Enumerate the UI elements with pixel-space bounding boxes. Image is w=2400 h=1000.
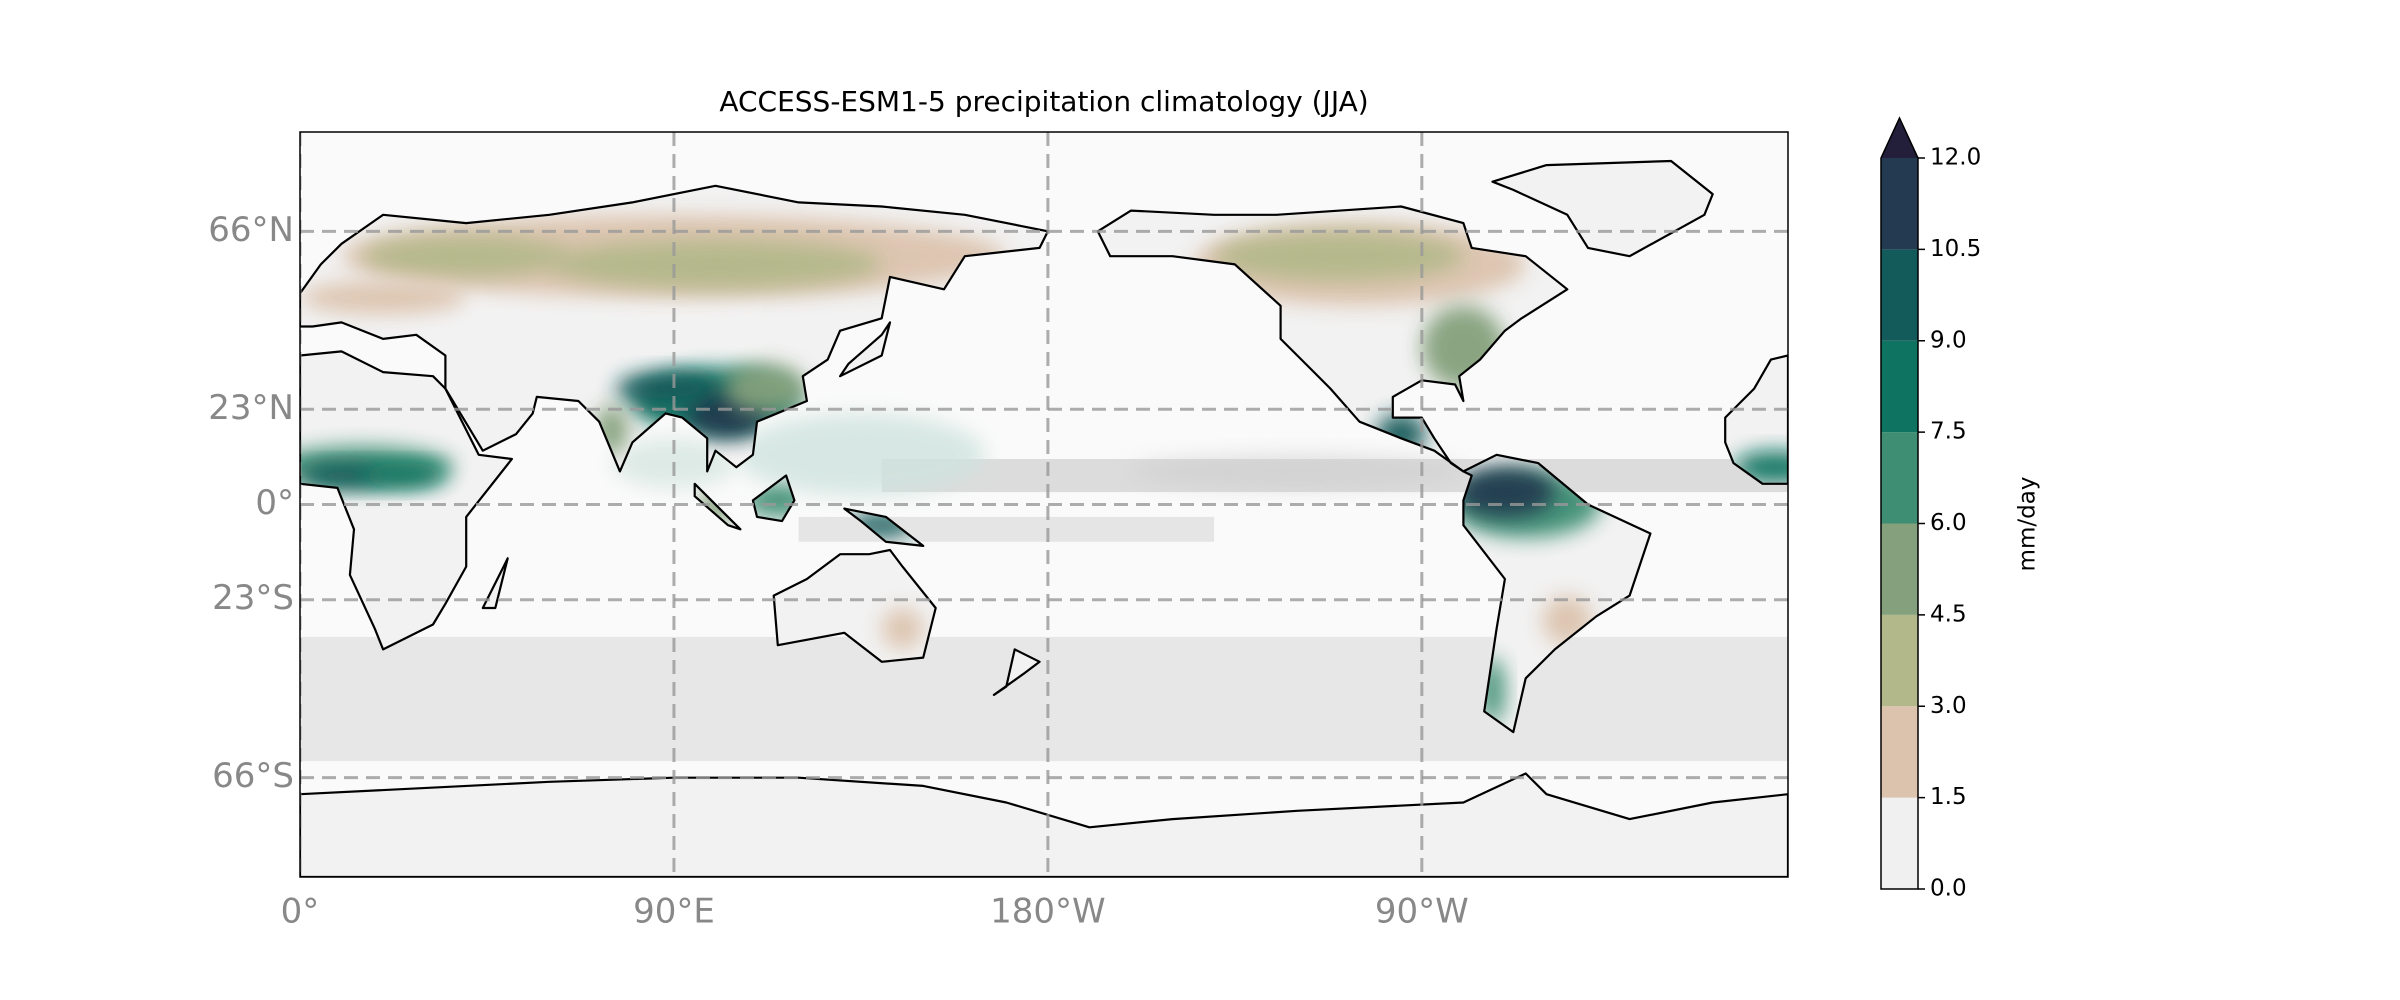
ocean-precipitation — [300, 413, 1788, 762]
precip-blob — [723, 363, 807, 414]
coastline — [992, 648, 1041, 697]
map-area — [300, 132, 1788, 877]
coastline — [838, 321, 892, 378]
land-area — [300, 773, 1788, 877]
y-tick-label: 66°N — [208, 210, 294, 250]
precip-blob — [549, 239, 882, 290]
coastline — [772, 548, 937, 663]
colorbar-segment — [1881, 614, 1918, 707]
colorbar-tick-label: 7.5 — [1930, 419, 1967, 445]
coastline — [1462, 453, 1652, 734]
colorbar: 0.0 1.5 3.0 4.5 6.0 7.5 9.0 10.5 12.0 — [1880, 116, 1981, 902]
coastline — [693, 482, 742, 531]
colorbar-segment — [1881, 797, 1918, 889]
colorbar-segment — [1881, 432, 1918, 524]
precip-blob — [1733, 450, 1788, 484]
precip-blob — [881, 607, 924, 650]
x-tick-label: 90°E — [633, 892, 715, 932]
tick-labels: 0° 90°E 180°W 90°W 66°N 23°N 0° 23°S 66°S — [208, 210, 1468, 932]
colorbar-extend — [1881, 118, 1918, 158]
coastline — [300, 350, 513, 651]
colorbar-tick-label: 1.5 — [1930, 784, 1967, 810]
coastline — [481, 557, 509, 610]
precip-blob — [736, 413, 986, 497]
y-tick-label: 23°N — [208, 388, 294, 428]
precip-blob — [362, 235, 571, 277]
colorbar-segment — [1881, 340, 1918, 433]
colorbar-segment — [1881, 158, 1918, 250]
precip-blob — [1214, 231, 1464, 281]
axes-frame — [299, 131, 1789, 878]
colorbar-tick-label: 0.0 — [1930, 876, 1967, 902]
x-tick-label: 180°W — [990, 892, 1106, 932]
y-tick-label: 23°S — [212, 578, 294, 618]
coastlines — [300, 159, 1788, 877]
colorbar-tick-label: 9.0 — [1930, 327, 1967, 353]
gridlines — [300, 132, 1788, 877]
y-tick-label: 66°S — [212, 756, 294, 796]
land-area — [840, 322, 890, 377]
chart-title: ACCESS-ESM1-5 precipitation climatology … — [719, 85, 1368, 118]
colorbar-frame — [1880, 116, 1919, 890]
colorbar-tick-label: 12.0 — [1930, 145, 1981, 171]
precip-blob — [300, 463, 384, 488]
colorbar-tick-label: 4.5 — [1930, 601, 1967, 627]
coastline — [300, 772, 1788, 877]
colorbar-segment — [1881, 523, 1918, 615]
colorbar-label: mm/day — [2015, 477, 2041, 572]
colorbar-tick-label: 10.5 — [1930, 236, 1981, 262]
land-area — [300, 351, 512, 650]
coastline — [751, 474, 796, 523]
colorbar-tick-label: 3.0 — [1930, 693, 1967, 719]
precip-blob — [1130, 454, 1464, 488]
coastline — [843, 507, 925, 548]
coastline — [1724, 354, 1788, 485]
coastline — [1491, 159, 1714, 258]
colorbar-tick-label: 6.0 — [1930, 510, 1967, 536]
coastline — [300, 184, 1050, 473]
x-tick-label: 0° — [281, 892, 320, 932]
colorbar-segment — [1881, 249, 1918, 341]
land-precipitation — [300, 214, 1788, 724]
ocean-band — [300, 636, 1788, 762]
colorbar-segment — [1881, 706, 1918, 798]
x-tick-label: 90°W — [1375, 892, 1469, 932]
y-tick-label: 0° — [255, 483, 294, 523]
precip-blob — [362, 463, 446, 488]
precip-blob — [300, 281, 467, 315]
land-area — [993, 649, 1040, 695]
precip-blob — [1455, 467, 1555, 517]
land-area — [1492, 161, 1713, 257]
precip-blob — [615, 372, 716, 406]
land-area — [482, 558, 508, 608]
